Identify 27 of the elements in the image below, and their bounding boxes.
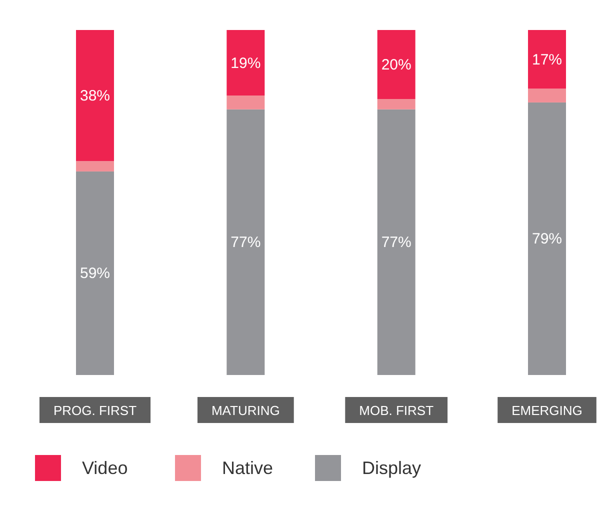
bar: [226, 30, 265, 96]
bar: [528, 30, 566, 89]
data-label: 79%: [532, 230, 562, 248]
x-tick-label: MATURING: [211, 402, 280, 418]
bar: [528, 102, 566, 375]
bar: [76, 161, 114, 172]
x-tick-label: MOB. FIRST: [359, 402, 434, 418]
legend-label: Video: [82, 458, 128, 478]
legend-label: Display: [362, 458, 422, 478]
bar: [377, 109, 416, 375]
x-tick-label: EMERGING: [512, 402, 582, 418]
bar: [226, 96, 265, 110]
x-tick-label: PROG. FIRST: [53, 402, 137, 418]
bar: [377, 30, 416, 99]
data-label: 77%: [381, 234, 412, 251]
bar: [528, 88, 566, 102]
legend-label: Native: [222, 458, 274, 478]
data-label: 19%: [230, 54, 261, 72]
data-label: 17%: [532, 50, 562, 68]
bar: [76, 171, 114, 375]
data-label: 20%: [381, 56, 412, 73]
bar: [377, 99, 416, 110]
data-label: 59%: [80, 264, 110, 282]
bar: [226, 109, 265, 375]
bar: [76, 30, 114, 162]
data-label: 77%: [230, 234, 261, 251]
data-label: 38%: [80, 87, 110, 104]
